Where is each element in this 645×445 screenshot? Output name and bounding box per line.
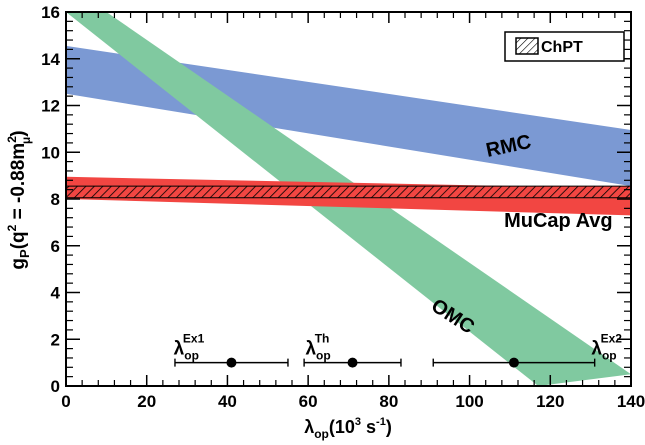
band-chpt — [66, 185, 631, 199]
data-point — [226, 357, 237, 368]
x-tick-label: 80 — [379, 392, 398, 411]
data-point — [508, 357, 519, 368]
data-points: λopEx1 λopTh λopEx2 — [174, 332, 622, 368]
y-tick-label: 12 — [41, 97, 60, 116]
x-axis-label: λop(103 s-1) — [304, 416, 392, 441]
y-axis-ticks: 0 2 4 6 8 10 12 14 16 — [41, 3, 631, 396]
x-tick-label: 20 — [137, 392, 156, 411]
y-tick-label: 14 — [41, 50, 60, 69]
bands — [66, 12, 631, 386]
y-tick-label: 2 — [51, 330, 60, 349]
x-tick-label: 120 — [536, 392, 564, 411]
data-point — [347, 357, 358, 368]
y-tick-label: 16 — [41, 3, 60, 22]
band-label-mucap-avg: MuCap Avg — [504, 210, 613, 232]
legend: ChPT — [504, 31, 625, 62]
y-axis-label: gP(q2 = -0.88m2μ) — [5, 130, 33, 269]
x-tick-label: 140 — [617, 392, 645, 411]
y-tick-label: 4 — [51, 284, 61, 303]
point-label-ex1: λopEx1 — [174, 332, 205, 363]
y-tick-label: 0 — [51, 377, 60, 396]
x-tick-label: 0 — [61, 392, 70, 411]
x-tick-label: 60 — [299, 392, 318, 411]
x-tick-label: 100 — [455, 392, 483, 411]
point-label-th: λopTh — [305, 332, 330, 363]
legend-swatch — [515, 37, 539, 55]
band-rmc — [66, 45, 631, 187]
y-tick-label: 8 — [51, 190, 60, 209]
legend-label: ChPT — [541, 39, 583, 56]
point-label-ex2: λopEx2 — [591, 332, 622, 363]
y-tick-label: 6 — [51, 237, 60, 256]
x-tick-label: 40 — [218, 392, 237, 411]
y-tick-label: 10 — [41, 143, 60, 162]
